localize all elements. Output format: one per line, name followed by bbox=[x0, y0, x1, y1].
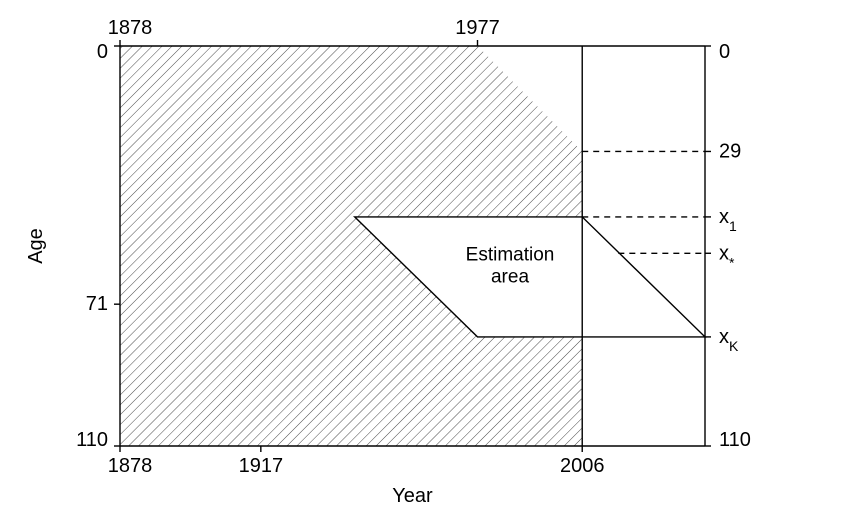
tick-label-bottom: 1878 bbox=[108, 455, 153, 477]
estimation-area-label-2: area bbox=[491, 267, 529, 288]
estimation-area-label: Estimation bbox=[466, 245, 555, 266]
tick-label-left: 110 bbox=[76, 429, 108, 451]
x-axis-title: Year bbox=[392, 485, 433, 507]
tick-label-bottom: 1917 bbox=[239, 455, 284, 477]
tick-label-right: 0 bbox=[719, 41, 730, 63]
y-axis-title: Age bbox=[25, 228, 47, 264]
tick-label-left: 0 bbox=[97, 41, 108, 63]
tick-label-top: 1878 bbox=[108, 17, 153, 39]
tick-label-left: 71 bbox=[86, 293, 108, 315]
tick-label-top: 1977 bbox=[455, 17, 500, 39]
tick-label-right: 29 bbox=[719, 140, 741, 162]
tick-label-bottom: 2006 bbox=[560, 455, 605, 477]
tick-label-right: 110 bbox=[719, 429, 751, 451]
